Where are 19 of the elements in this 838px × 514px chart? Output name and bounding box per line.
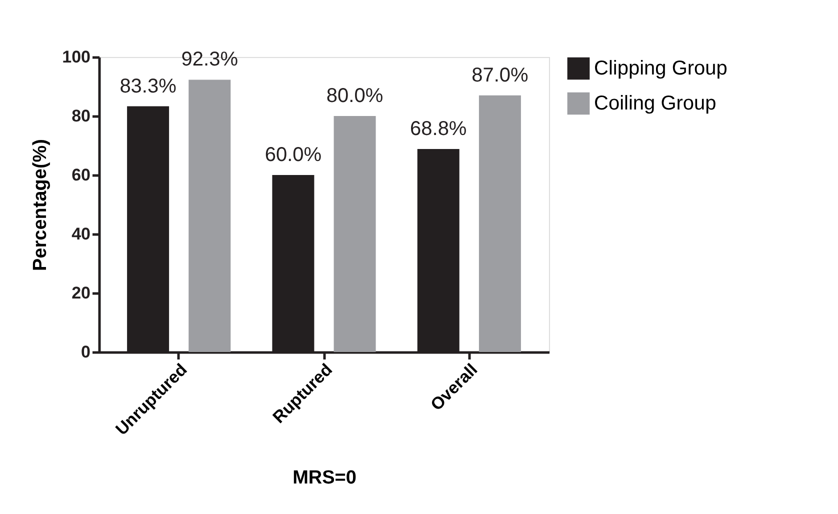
data-label: 68.8% <box>410 118 467 140</box>
y-tick-label: 80 <box>72 106 90 126</box>
x-axis-title: MRS=0 <box>292 467 356 488</box>
bar <box>188 80 231 352</box>
data-label: 80.0% <box>326 85 384 107</box>
data-label: 92.3% <box>181 48 238 71</box>
y-tick-label: 20 <box>72 284 90 302</box>
bar <box>478 95 521 352</box>
legend-label: Coiling Group <box>594 92 716 114</box>
y-tick-label: 60 <box>72 166 90 184</box>
legend-label: Clipping Group <box>594 58 728 80</box>
y-tick-label: 100 <box>62 48 90 66</box>
data-label: 60.0% <box>264 144 322 166</box>
data-label: 87.0% <box>472 64 529 86</box>
y-axis-title: Percentage(%) <box>30 139 52 271</box>
bar <box>334 116 376 352</box>
y-tick-label: 0 <box>81 342 90 362</box>
data-label: 83.3% <box>120 75 177 98</box>
y-tick-label: 40 <box>72 224 90 244</box>
